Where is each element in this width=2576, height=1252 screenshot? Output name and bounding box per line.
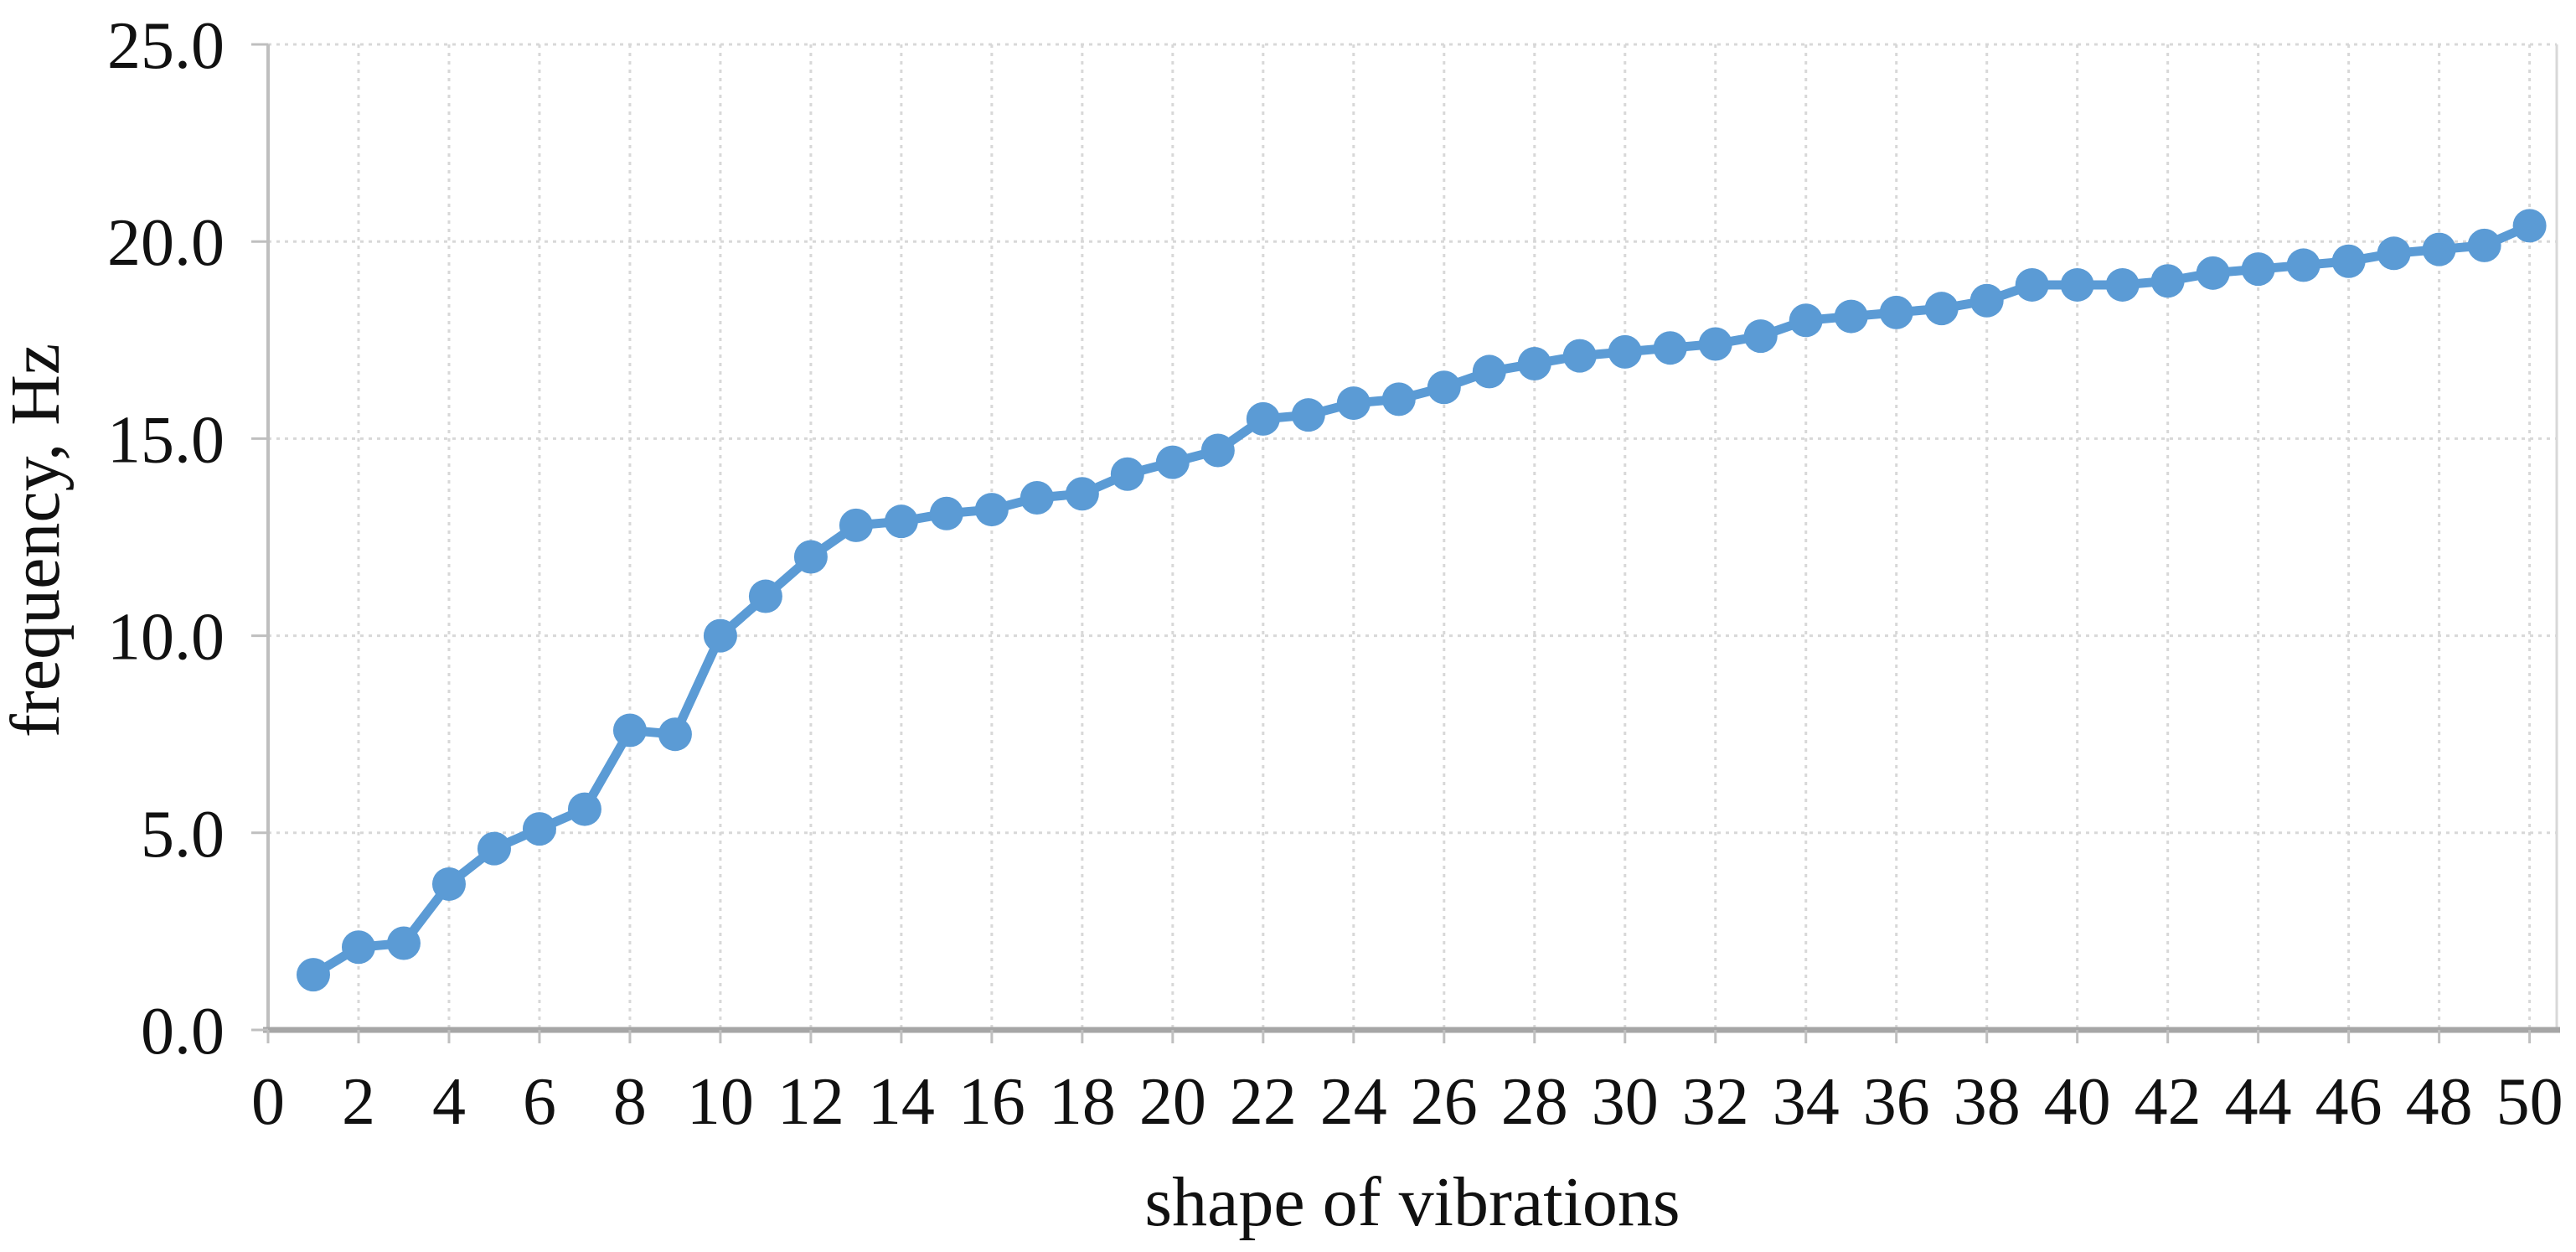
data-point <box>2060 267 2094 302</box>
data-point <box>1969 283 2004 318</box>
x-tick-label: 16 <box>958 1065 1025 1139</box>
y-axis-title: frequency, Hz <box>0 344 75 737</box>
x-tick-label: 22 <box>1230 1065 1297 1139</box>
x-tick-label: 30 <box>1592 1065 1659 1139</box>
data-point <box>1743 319 1778 354</box>
data-point <box>2015 267 2049 302</box>
data-point <box>884 504 918 539</box>
data-point <box>1517 347 1551 381</box>
y-tick-label: 15.0 <box>107 403 225 477</box>
x-tick-label: 20 <box>1139 1065 1206 1139</box>
data-point <box>793 540 828 574</box>
data-point <box>1020 480 1054 515</box>
gridlines <box>268 43 2557 1030</box>
x-tick-label: 42 <box>2135 1065 2202 1139</box>
data-point <box>296 958 330 992</box>
data-point <box>567 792 601 826</box>
x-tick-label: 18 <box>1049 1065 1116 1139</box>
data-point <box>386 926 421 960</box>
data-point <box>2196 256 2230 290</box>
data-point <box>2105 267 2140 302</box>
x-tick-label: 14 <box>868 1065 935 1139</box>
x-tick-label: 44 <box>2225 1065 2292 1139</box>
x-tick-label: 26 <box>1411 1065 1478 1139</box>
data-point <box>658 717 692 752</box>
x-tick-label: 50 <box>2496 1065 2563 1139</box>
data-point <box>2422 232 2456 266</box>
data-point <box>2467 228 2501 262</box>
x-tick-label: 0 <box>251 1065 285 1139</box>
y-tick-label: 25.0 <box>107 9 225 83</box>
x-tick-label: 28 <box>1501 1065 1568 1139</box>
data-point <box>1608 334 1642 369</box>
data-point <box>1200 433 1235 468</box>
data-point <box>1562 339 1597 373</box>
x-tick-label: 8 <box>613 1065 647 1139</box>
data-point <box>2331 244 2366 278</box>
x-tick-label: 48 <box>2406 1065 2473 1139</box>
x-tick-label: 2 <box>342 1065 375 1139</box>
data-point <box>341 930 375 965</box>
plot-borders <box>263 44 2560 1033</box>
data-point <box>1834 299 1868 334</box>
data-point <box>1381 382 1416 416</box>
x-tick-label: 4 <box>432 1065 466 1139</box>
data-point <box>1065 477 1099 511</box>
data-point <box>477 831 511 866</box>
data-point <box>1155 445 1190 479</box>
x-tick-label: 32 <box>1682 1065 1749 1139</box>
data-point <box>1789 303 1823 338</box>
x-axis-title: shape of vibrations <box>1144 1163 1680 1241</box>
x-tick-label: 46 <box>2315 1065 2382 1139</box>
x-tick-label: 6 <box>523 1065 556 1139</box>
x-tick-label: 38 <box>1954 1065 2021 1139</box>
data-point <box>703 618 737 653</box>
x-tick-label: 40 <box>2044 1065 2111 1139</box>
data-point <box>2286 248 2320 282</box>
data-point <box>1472 354 1506 389</box>
data-point <box>1291 398 1325 432</box>
data-point <box>929 496 963 530</box>
x-tick-label: 10 <box>687 1065 754 1139</box>
data-point <box>839 508 873 542</box>
data-point <box>974 493 1009 527</box>
x-tick-label: 24 <box>1320 1065 1387 1139</box>
tick-marks <box>251 43 2532 1043</box>
x-tick-label: 36 <box>1863 1065 1930 1139</box>
data-series-line <box>308 220 2535 980</box>
data-point-markers <box>296 209 2547 992</box>
data-point <box>1246 401 1280 436</box>
data-point <box>1698 327 1732 361</box>
y-tick-label: 5.0 <box>141 798 225 872</box>
x-tick-label: 34 <box>1773 1065 1840 1139</box>
data-point <box>612 713 647 748</box>
data-point <box>748 579 782 613</box>
x-tick-label: 12 <box>777 1065 844 1139</box>
data-point <box>2241 252 2275 287</box>
data-point <box>1924 292 1959 326</box>
y-axis-tick-labels: 0.0 5.0 10.0 15.0 20.0 25.0 <box>107 9 225 1068</box>
data-point <box>2377 236 2411 271</box>
data-point <box>2150 264 2185 298</box>
data-point <box>1427 370 1461 405</box>
y-tick-label: 20.0 <box>107 206 225 280</box>
y-tick-label: 0.0 <box>141 995 225 1068</box>
data-point <box>1653 331 1687 365</box>
data-point <box>2512 209 2547 243</box>
y-tick-label: 10.0 <box>107 601 225 675</box>
data-point <box>522 812 556 846</box>
data-point <box>1879 295 1913 329</box>
data-point <box>1110 457 1144 491</box>
x-axis-tick-labels: 0 2 4 6 8 10 12 14 16 18 20 22 24 26 28 30 32 34 36 38 40 42 4… <box>251 1065 2563 1139</box>
data-point <box>1336 386 1371 421</box>
data-point <box>431 867 466 901</box>
